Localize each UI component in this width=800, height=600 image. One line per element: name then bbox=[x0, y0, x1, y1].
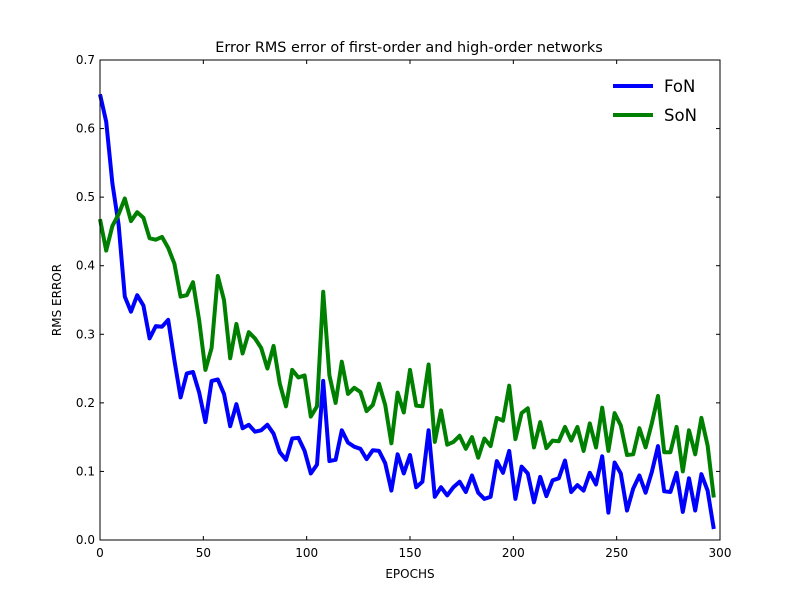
y-tick-label: 0.1 bbox=[76, 464, 95, 478]
y-tick-label: 0.7 bbox=[76, 53, 95, 67]
plot-frame bbox=[99, 59, 721, 541]
series-line-fon bbox=[98, 93, 716, 530]
y-tick-label: 0.4 bbox=[76, 259, 95, 273]
x-tick-label: 100 bbox=[295, 546, 318, 560]
x-tick-label: 200 bbox=[502, 546, 525, 560]
x-tick-label: 300 bbox=[709, 546, 732, 560]
x-tick-label: 50 bbox=[196, 546, 211, 560]
y-axis: 0.0 0.1 0.2 0.3 0.4 0.5 0.6 0.7 bbox=[76, 53, 720, 547]
legend-item-fon: FoN bbox=[613, 77, 695, 96]
x-tick-label: 250 bbox=[605, 546, 628, 560]
chart-title: Error RMS error of first-order and high-… bbox=[215, 40, 603, 56]
legend-item-son: SoN bbox=[613, 106, 697, 125]
series-layer bbox=[98, 93, 716, 530]
y-tick-label: 0.3 bbox=[76, 327, 95, 341]
x-axis: 0 50 100 150 200 250 300 bbox=[96, 60, 731, 560]
legend-label: SoN bbox=[664, 106, 697, 125]
series-line-son bbox=[98, 196, 716, 498]
y-tick-label: 0.5 bbox=[76, 190, 95, 204]
y-tick-label: 0.6 bbox=[76, 122, 95, 136]
legend: FoN SoN bbox=[613, 77, 697, 125]
y-tick-label: 0.2 bbox=[76, 396, 95, 410]
x-axis-label: EPOCHS bbox=[385, 567, 434, 581]
x-tick-label: 0 bbox=[96, 546, 104, 560]
x-tick-label: 150 bbox=[399, 546, 422, 560]
y-tick-label: 0.0 bbox=[76, 533, 95, 547]
legend-label: FoN bbox=[664, 77, 695, 96]
y-axis-label: RMS ERROR bbox=[50, 264, 64, 336]
